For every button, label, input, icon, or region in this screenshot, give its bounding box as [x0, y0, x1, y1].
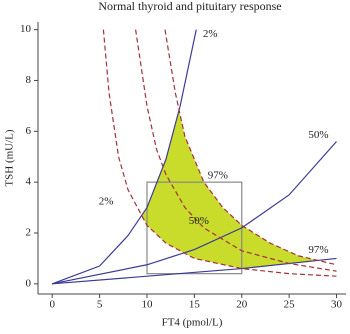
- x-tick-label: 5: [97, 299, 103, 311]
- curve-label: 50%: [308, 129, 328, 141]
- x-tick-label: 10: [141, 299, 153, 311]
- curve: [52, 141, 337, 285]
- curve: [135, 29, 337, 272]
- y-tick-label: 6: [26, 125, 32, 137]
- curve-label: 2%: [203, 28, 218, 40]
- band-group: [103, 29, 337, 277]
- y-tick-label: 4: [26, 176, 32, 188]
- x-axis-title: FT4 (pmol/L): [162, 317, 223, 329]
- curve: [52, 29, 197, 285]
- y-tick-label: 8: [26, 74, 32, 86]
- curve-label: 50%: [189, 215, 209, 227]
- x-tick-label: 20: [236, 299, 248, 311]
- y-tick-label: 2: [26, 227, 32, 239]
- x-tick-label: 0: [49, 299, 55, 311]
- curve-label: 2%: [99, 195, 114, 207]
- x-tick-label: 25: [284, 299, 296, 311]
- y-axis-title: TSH (mU/L): [4, 129, 16, 186]
- curve-label: 97%: [208, 170, 228, 182]
- chart-title: Normal thyroid and pituitary response: [98, 0, 281, 13]
- y-tick-label: 0: [26, 277, 32, 289]
- x-tick-label: 30: [331, 299, 343, 311]
- plot-area: [52, 29, 337, 285]
- y-tick-label: 10: [20, 23, 32, 35]
- x-tick-label: 15: [189, 299, 201, 311]
- normal-band: [103, 29, 337, 277]
- curve-label: 97%: [308, 244, 328, 256]
